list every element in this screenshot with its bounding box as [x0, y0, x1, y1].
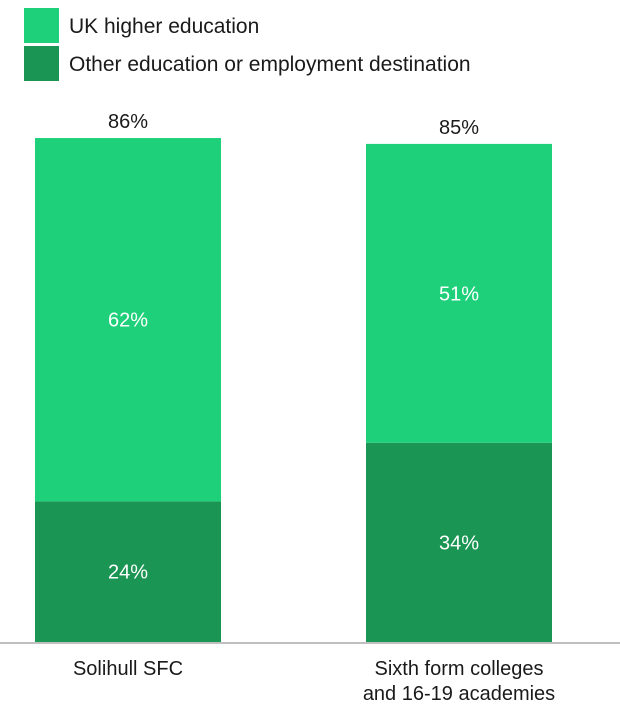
data-label: 51%	[439, 283, 479, 305]
x-axis-labels: Solihull SFC Sixth form colleges and 16-19…	[73, 658, 555, 705]
legend-swatch	[24, 8, 59, 43]
category-label: Solihull SFC	[73, 658, 183, 680]
category-label: Sixth form colleges	[375, 658, 544, 680]
bar-segment	[35, 138, 221, 502]
legend-label: UK higher education	[69, 15, 259, 38]
data-label: 34%	[439, 532, 479, 554]
legend: UK higher education Other education or em…	[24, 8, 471, 81]
category-label: and 16-19 academies	[363, 683, 555, 705]
bar-segment	[366, 143, 552, 443]
legend-swatch	[24, 46, 59, 81]
data-label: 62%	[108, 310, 148, 332]
bar-segment	[366, 442, 552, 642]
total-label: 85%	[439, 117, 479, 139]
legend-label: Other education or employment destinatio…	[69, 53, 471, 76]
plot-area: 24% 62% 86% 34% 51% 85%	[35, 111, 552, 642]
data-label: 24%	[108, 562, 148, 584]
total-label: 86%	[108, 111, 148, 133]
bar-segment	[35, 501, 221, 642]
